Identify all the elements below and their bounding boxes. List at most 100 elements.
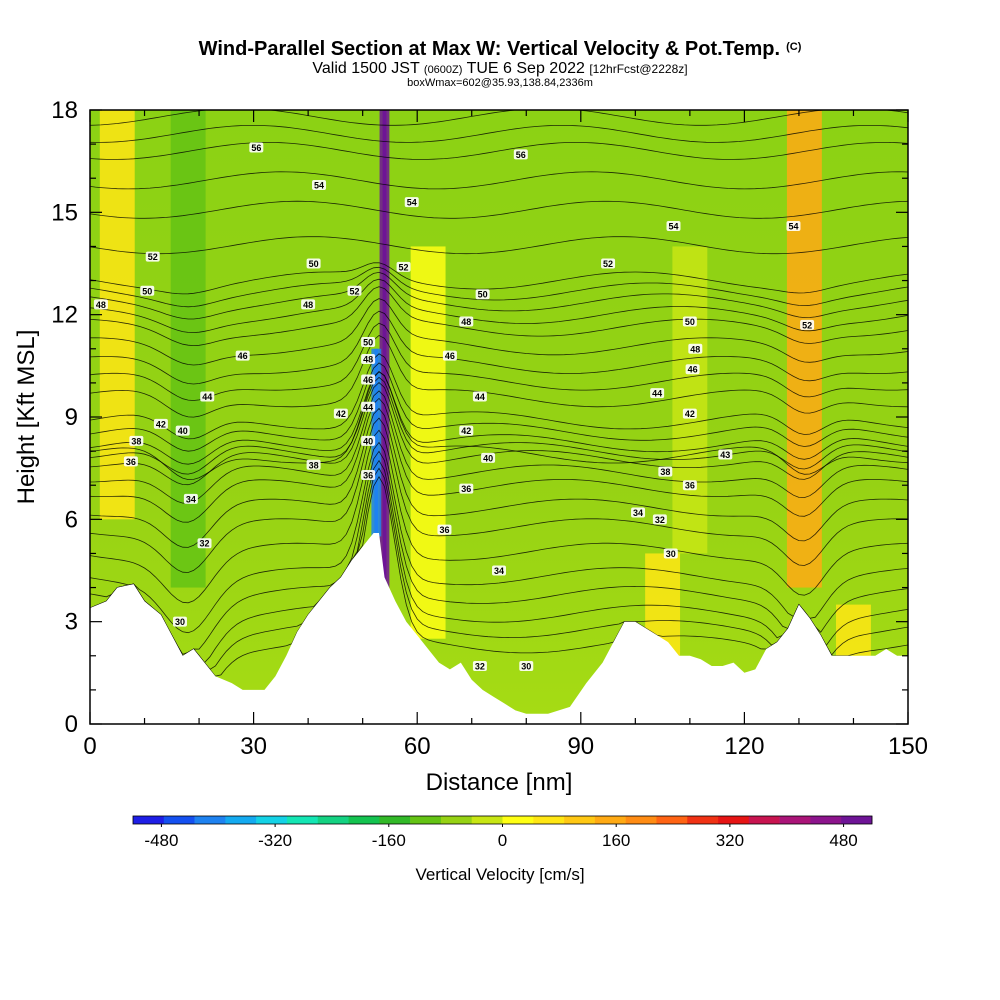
x-axis: 0 30 60 90 120 150 [83,110,928,760]
contour-label-bg-20 [235,350,250,361]
contour-label-34: 40 [363,436,373,446]
contour-label-16: 50 [685,317,695,327]
theta-contour-43 [90,371,908,481]
contour-label-bg-28 [361,401,376,412]
colorbar-swatch-21 [779,816,811,824]
contour-label-bg-47 [437,524,452,535]
contour-label-6: 52 [148,252,158,262]
x-tick-label-150: 150 [888,733,928,760]
colorbar-swatch-18 [687,816,719,824]
contour-label-19: 48 [363,355,373,365]
contour-label-bg-25 [200,391,215,402]
contour-label-44: 34 [186,494,196,504]
contour-label-20: 46 [238,351,248,361]
colorbar-tick-label-6: 480 [829,831,857,850]
theta-contour-46 [90,310,908,385]
colorbar-tick-label-4: 160 [602,831,630,850]
contour-label-bg-38 [123,456,138,467]
contour-label-11: 52 [399,262,409,272]
contour-label-23: 46 [688,365,698,375]
contour-label-bg-16 [682,316,697,327]
theta-contour-56 [90,142,908,160]
contour-label-bg-2 [404,197,419,208]
contour-label-22: 48 [690,344,700,354]
theta-contour-38 [90,381,908,486]
velocity-feature-6 [99,110,135,520]
contour-label-bg-3 [513,149,528,160]
y-tick-label-15: 15 [51,199,78,226]
contour-label-3: 56 [516,150,526,160]
contour-label-35: 43 [720,450,730,460]
contour-label-bg-19 [361,354,376,365]
colorbar-swatch-2 [194,816,226,824]
contour-label-bg-31 [153,418,168,429]
contour-label-bg-22 [688,343,703,354]
velocity-field [90,110,908,724]
contour-label-53: 30 [521,662,531,672]
velocity-feature-5 [170,110,206,588]
contour-label-bg-4 [666,220,681,231]
colorbar-swatch-14 [564,816,596,824]
contour-label-bg-49 [663,548,678,559]
contour-label-bg-1 [312,180,327,191]
theta-contour-53 [90,236,908,255]
colorbar-swatch-13 [533,816,565,824]
colorbar-tick-label-5: 320 [716,831,744,850]
contour-label-bg-5 [786,220,801,231]
contour-label-48: 32 [200,539,210,549]
colorbar-label: Vertical Velocity [cm/s] [415,865,584,884]
contour-label-bg-24 [361,374,376,385]
contour-label-bg-45 [631,507,646,518]
contour-label-50: 34 [494,566,504,576]
contour-label-42: 36 [461,484,471,494]
theta-contour-41 [90,362,908,452]
contour-label-bg-12 [601,258,616,269]
contour-label-bg-36 [129,435,144,446]
theta-contour-31 [90,450,908,655]
contour-label-28: 44 [363,402,373,412]
contour-label-bg-42 [459,483,474,494]
theta-contour-36 [90,397,908,523]
x-tick-label-60: 60 [404,733,431,760]
contour-label-bg-48 [197,538,212,549]
contour-label-0: 56 [251,143,261,153]
contour-label-30: 42 [685,409,695,419]
contour-label-24: 46 [363,375,373,385]
y-tick-label-6: 6 [65,506,78,533]
terrain-surface [90,533,908,724]
theta-contour-33 [90,429,908,604]
contour-label-51: 30 [175,617,185,627]
theta-contour-42 [90,353,908,440]
contour-label-2: 54 [407,198,417,208]
contour-label-bg-41 [361,469,376,480]
contour-label-52: 32 [475,662,485,672]
contour-label-33: 40 [178,426,188,436]
contour-label-25: 44 [202,392,212,402]
theta-contour-30 [90,459,908,664]
theta-contour-37 [90,390,908,504]
contour-label-bg-53 [519,661,534,672]
colorbar-swatch-9 [410,816,442,824]
theta-contour-49 [90,278,908,334]
theta-contour-44 [90,335,908,418]
contour-label-43: 36 [685,481,695,491]
contour-label-bg-15 [459,316,474,327]
contour-label-13: 50 [478,290,488,300]
contour-label-21: 46 [445,351,455,361]
theta-contours [90,91,908,677]
theta-contour-50 [90,271,908,320]
contour-label-45: 34 [633,508,643,518]
contour-label-18: 50 [363,337,373,347]
contour-label-40: 38 [660,467,670,477]
y-tick-label-0: 0 [65,711,78,738]
velocity-feature-2 [786,110,822,588]
velocity-core-1 [374,348,379,537]
contour-label-8: 48 [96,300,106,310]
contour-label-46: 32 [655,515,665,525]
colorbar-swatch-8 [379,816,411,824]
theta-contour-59 [90,91,908,108]
colorbar-tick-label-3: 0 [498,831,507,850]
contour-label-39: 38 [309,460,319,470]
